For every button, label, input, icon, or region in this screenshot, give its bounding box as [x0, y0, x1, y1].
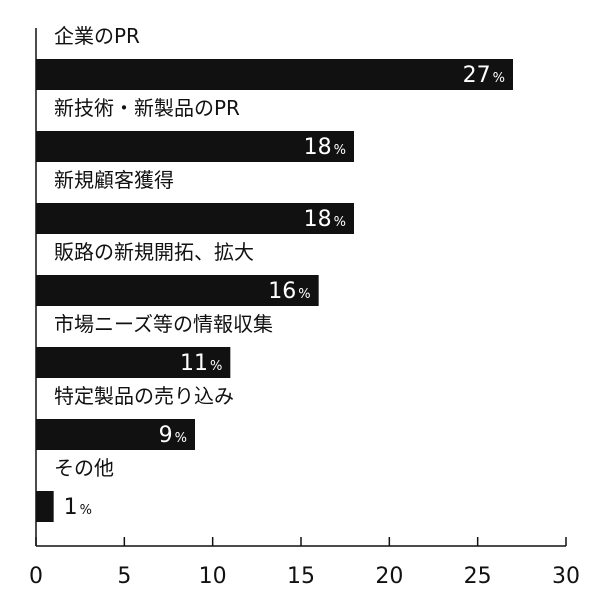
value-label: 18%: [304, 135, 346, 160]
x-tick-label: 5: [117, 564, 131, 589]
x-tick-label: 15: [287, 564, 315, 589]
value-label: 1%: [64, 495, 92, 520]
value-label: 11%: [180, 351, 222, 376]
value-label: 9%: [159, 423, 187, 448]
category-label: 新技術・新製品のPR: [54, 96, 240, 120]
category-label: 新規顧客獲得: [54, 168, 174, 192]
bar: [36, 59, 513, 90]
bar: [36, 203, 354, 234]
category-label: 企業のPR: [54, 24, 140, 48]
category-label: 特定製品の売り込み: [54, 384, 234, 408]
category-label: 市場ニーズ等の情報収集: [54, 312, 273, 336]
bar: [36, 419, 195, 450]
bar: [36, 347, 231, 378]
x-tick-label: 10: [199, 564, 227, 589]
x-tick-label: 20: [375, 564, 403, 589]
bar: [36, 275, 319, 306]
value-label: 27%: [463, 63, 505, 88]
category-label: その他: [54, 456, 114, 480]
x-tick-label: 30: [552, 564, 580, 589]
value-label: 18%: [304, 207, 346, 232]
x-tick-label: 0: [29, 564, 43, 589]
bar: [36, 131, 354, 162]
x-tick-label: 25: [464, 564, 492, 589]
bar: [36, 491, 54, 522]
category-label: 販路の新規開拓、拡大: [54, 240, 254, 264]
value-label: 16%: [268, 279, 310, 304]
